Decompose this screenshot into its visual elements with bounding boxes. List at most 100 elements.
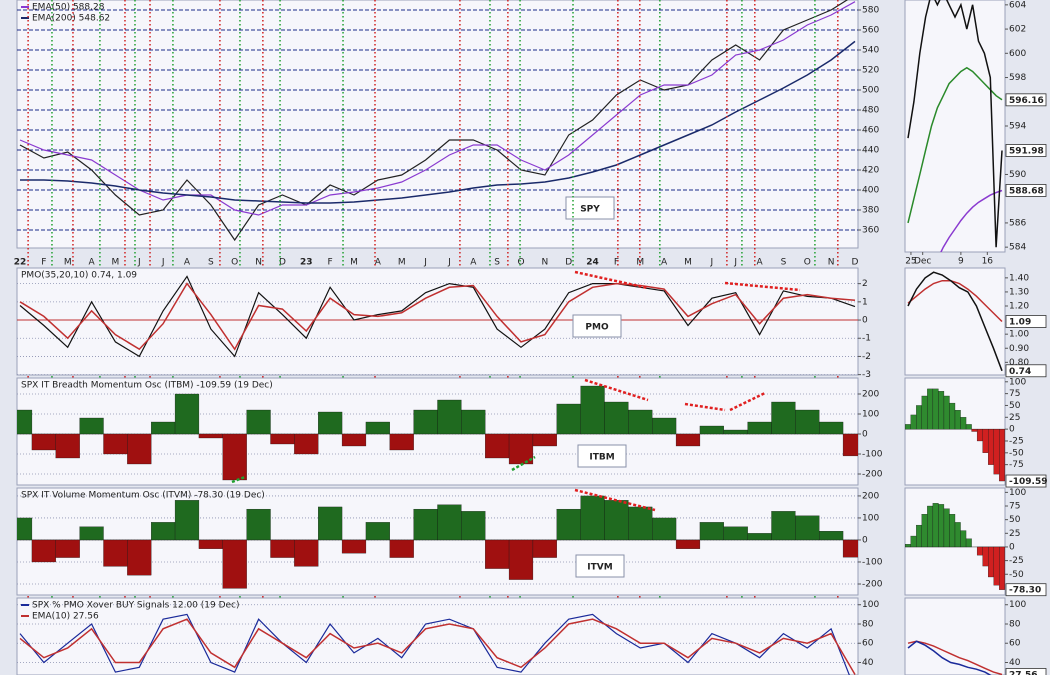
panel-label: PMO <box>585 323 609 333</box>
bar <box>938 391 945 430</box>
y-tick-label: 40 <box>862 658 874 668</box>
label-box <box>577 444 627 468</box>
y-tick-label: 380 <box>862 206 879 216</box>
bar <box>79 417 104 435</box>
bar <box>988 428 994 465</box>
bar <box>965 538 972 548</box>
bar <box>294 539 319 567</box>
series-line <box>19 1 856 216</box>
x-tick-label: F <box>328 258 333 268</box>
y-tick-label: 540 <box>862 46 879 56</box>
y-tick-label: 0.90 <box>1009 344 1029 354</box>
bar <box>532 433 557 447</box>
panel <box>16 0 859 249</box>
y-tick-label: 560 <box>862 26 879 36</box>
y-tick-label: 590 <box>1009 170 1026 180</box>
x-tick-label: 23 <box>300 258 313 268</box>
x-tick-label: D <box>852 258 859 268</box>
bar <box>949 402 956 430</box>
plot <box>907 0 1003 252</box>
bar <box>532 539 557 558</box>
bar <box>921 514 928 548</box>
bar <box>960 417 967 430</box>
bar <box>222 433 247 481</box>
x-tick-label: M <box>64 258 72 268</box>
series-line <box>907 640 1003 675</box>
y-tick-label: 0.80 <box>1009 358 1029 368</box>
y-tick-label: 602 <box>1009 25 1026 35</box>
last-value-label: 27.56 <box>1009 670 1037 675</box>
last-value-label: 596.16 <box>1009 96 1044 106</box>
x-tick-label: S <box>494 258 500 268</box>
x-tick-label: N <box>255 258 262 268</box>
y-tick-label: 60 <box>862 639 874 649</box>
bar <box>222 539 247 589</box>
bar <box>747 421 772 435</box>
last-value-box <box>1005 474 1047 488</box>
y-tick-label: 200 <box>862 491 879 501</box>
x-tick-label: 22 <box>14 258 27 268</box>
y-tick-label: 60 <box>1009 639 1021 649</box>
y-tick-label: -50 <box>1009 570 1024 580</box>
series-line <box>19 613 850 675</box>
legend-label: EMA(200) 548.62 <box>32 14 110 24</box>
plot <box>905 503 1005 590</box>
bar <box>723 429 748 435</box>
x-tick-label: 25 <box>905 257 916 267</box>
bar <box>485 433 510 459</box>
last-value-box <box>1005 315 1047 328</box>
bar <box>318 506 343 541</box>
bar <box>993 428 1000 475</box>
series-line <box>19 618 856 675</box>
x-tick-label: J <box>137 258 141 268</box>
bar <box>556 508 581 541</box>
bar <box>127 433 152 465</box>
x-tick-label: M <box>684 258 692 268</box>
bar <box>341 433 367 447</box>
series-line <box>907 66 1003 224</box>
y-tick-label: 580 <box>862 6 879 16</box>
bar <box>771 401 796 435</box>
legend-label: SPX % PMO Xover BUY Signals 12.00 (19 De… <box>32 601 240 611</box>
x-tick-label: J <box>423 258 427 268</box>
y-tick-label: 520 <box>862 66 879 76</box>
last-value-label: -109.59 <box>1009 477 1047 487</box>
x-tick-label: J <box>733 258 737 268</box>
plot <box>907 271 1003 372</box>
trend-line <box>574 488 656 512</box>
bar <box>55 433 80 459</box>
y-tick-label: 100 <box>1009 377 1026 387</box>
bar <box>485 539 510 569</box>
bar <box>747 533 772 541</box>
x-tick-label: N <box>828 258 835 268</box>
trend-line <box>684 402 726 412</box>
label-box <box>572 314 622 338</box>
bar <box>413 508 438 541</box>
series-line <box>20 40 856 204</box>
bar <box>652 517 677 541</box>
bar <box>103 433 128 455</box>
y-tick-label: 100 <box>862 513 879 523</box>
plot <box>17 0 858 242</box>
y-tick-label: 586 <box>1009 218 1026 228</box>
bar <box>932 503 939 548</box>
x-tick-label: M <box>112 258 120 268</box>
y-tick-label: 598 <box>1009 73 1026 83</box>
bar <box>174 393 200 435</box>
label-box <box>575 554 625 578</box>
panel <box>904 267 1006 376</box>
y-tick-label: -50 <box>1009 448 1024 458</box>
y-tick-label: 100 <box>862 410 879 420</box>
y-tick-label: 50 <box>1009 515 1021 525</box>
last-value-label: 1.09 <box>1009 318 1031 328</box>
y-tick-label: 1 <box>862 297 868 307</box>
bar <box>938 504 945 548</box>
y-tick-label: -200 <box>862 470 883 480</box>
bar <box>604 500 629 541</box>
bar <box>508 539 534 580</box>
y-tick-label: 1.00 <box>1009 330 1029 340</box>
bar <box>954 522 961 548</box>
series-line <box>907 271 1003 372</box>
